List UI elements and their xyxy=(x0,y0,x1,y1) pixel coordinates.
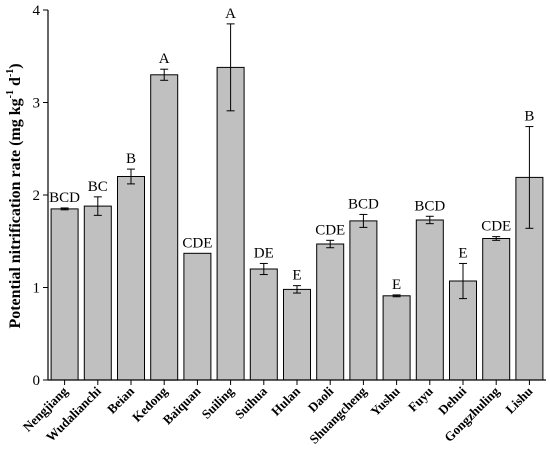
bar-nengjiang xyxy=(50,208,79,381)
significance-letter-suiling: A xyxy=(225,6,236,22)
x-tick-label-fuyu: Fuyu xyxy=(405,384,436,415)
y-axis-title-mid: d xyxy=(7,77,24,90)
y-axis-title-sup2: -1 xyxy=(5,69,16,77)
bar-gongzhuling xyxy=(482,238,511,381)
svg-text:Potential nitrification rate (: Potential nitrification rate (mg kg-1 d-… xyxy=(5,63,24,328)
significance-letter-nengjiang: BCD xyxy=(49,190,80,206)
y-tick-label-2: 2 xyxy=(33,188,41,204)
significance-letter-baiquan: CDE xyxy=(182,235,212,251)
significance-letter-lishu: B xyxy=(524,109,534,125)
y-tick-label-4: 4 xyxy=(33,3,41,19)
x-tick-label-suihua: Suihua xyxy=(232,383,271,422)
y-tick-label-3: 3 xyxy=(33,96,41,112)
bar-shuangcheng xyxy=(349,220,378,381)
y-axis-title-end: ) xyxy=(7,63,24,68)
bar-daoli xyxy=(316,243,345,381)
significance-letter-daoli: CDE xyxy=(315,222,345,238)
y-tick-label-1: 1 xyxy=(33,281,41,297)
x-tick-label-lishu: Lishu xyxy=(502,384,535,417)
bar-suihua xyxy=(249,268,278,381)
bar-beian xyxy=(117,176,145,381)
bar-dehui xyxy=(449,280,477,381)
significance-letter-dehui: E xyxy=(458,245,467,261)
x-tick-label-baiquan: Baiquan xyxy=(160,383,204,427)
bar-kedong xyxy=(150,74,179,381)
significance-letter-beian: B xyxy=(126,151,136,167)
significance-letter-hulan: E xyxy=(292,268,301,284)
bar-yushu xyxy=(382,295,411,381)
x-tick-label-hulan: Hulan xyxy=(268,383,304,419)
significance-letter-suihua: DE xyxy=(254,245,274,261)
bar-hulan xyxy=(283,288,311,381)
significance-letter-wudalianchi: BC xyxy=(88,179,108,195)
significance-letter-gongzhuling: CDE xyxy=(481,219,511,235)
significance-letter-yushu: E xyxy=(392,277,401,293)
significance-letter-fuyu: BCD xyxy=(414,198,445,214)
x-tick-label-suiling: Suiling xyxy=(199,383,238,422)
significance-letter-kedong: A xyxy=(159,51,170,67)
bar-suiling xyxy=(216,66,245,381)
y-tick-label-0: 0 xyxy=(33,373,41,389)
y-axis-title-sup1: -1 xyxy=(5,90,16,98)
x-tick-label-yushu: Yushu xyxy=(367,384,402,419)
bar-wudalianchi xyxy=(83,205,112,381)
bar-baiquan xyxy=(183,252,212,381)
significance-letter-shuangcheng: BCD xyxy=(348,196,379,212)
y-axis-title-main: Potential nitrification rate (mg kg xyxy=(7,98,24,328)
y-axis-title: Potential nitrification rate (mg kg-1 d-… xyxy=(5,63,24,328)
bar-fuyu xyxy=(415,219,444,381)
